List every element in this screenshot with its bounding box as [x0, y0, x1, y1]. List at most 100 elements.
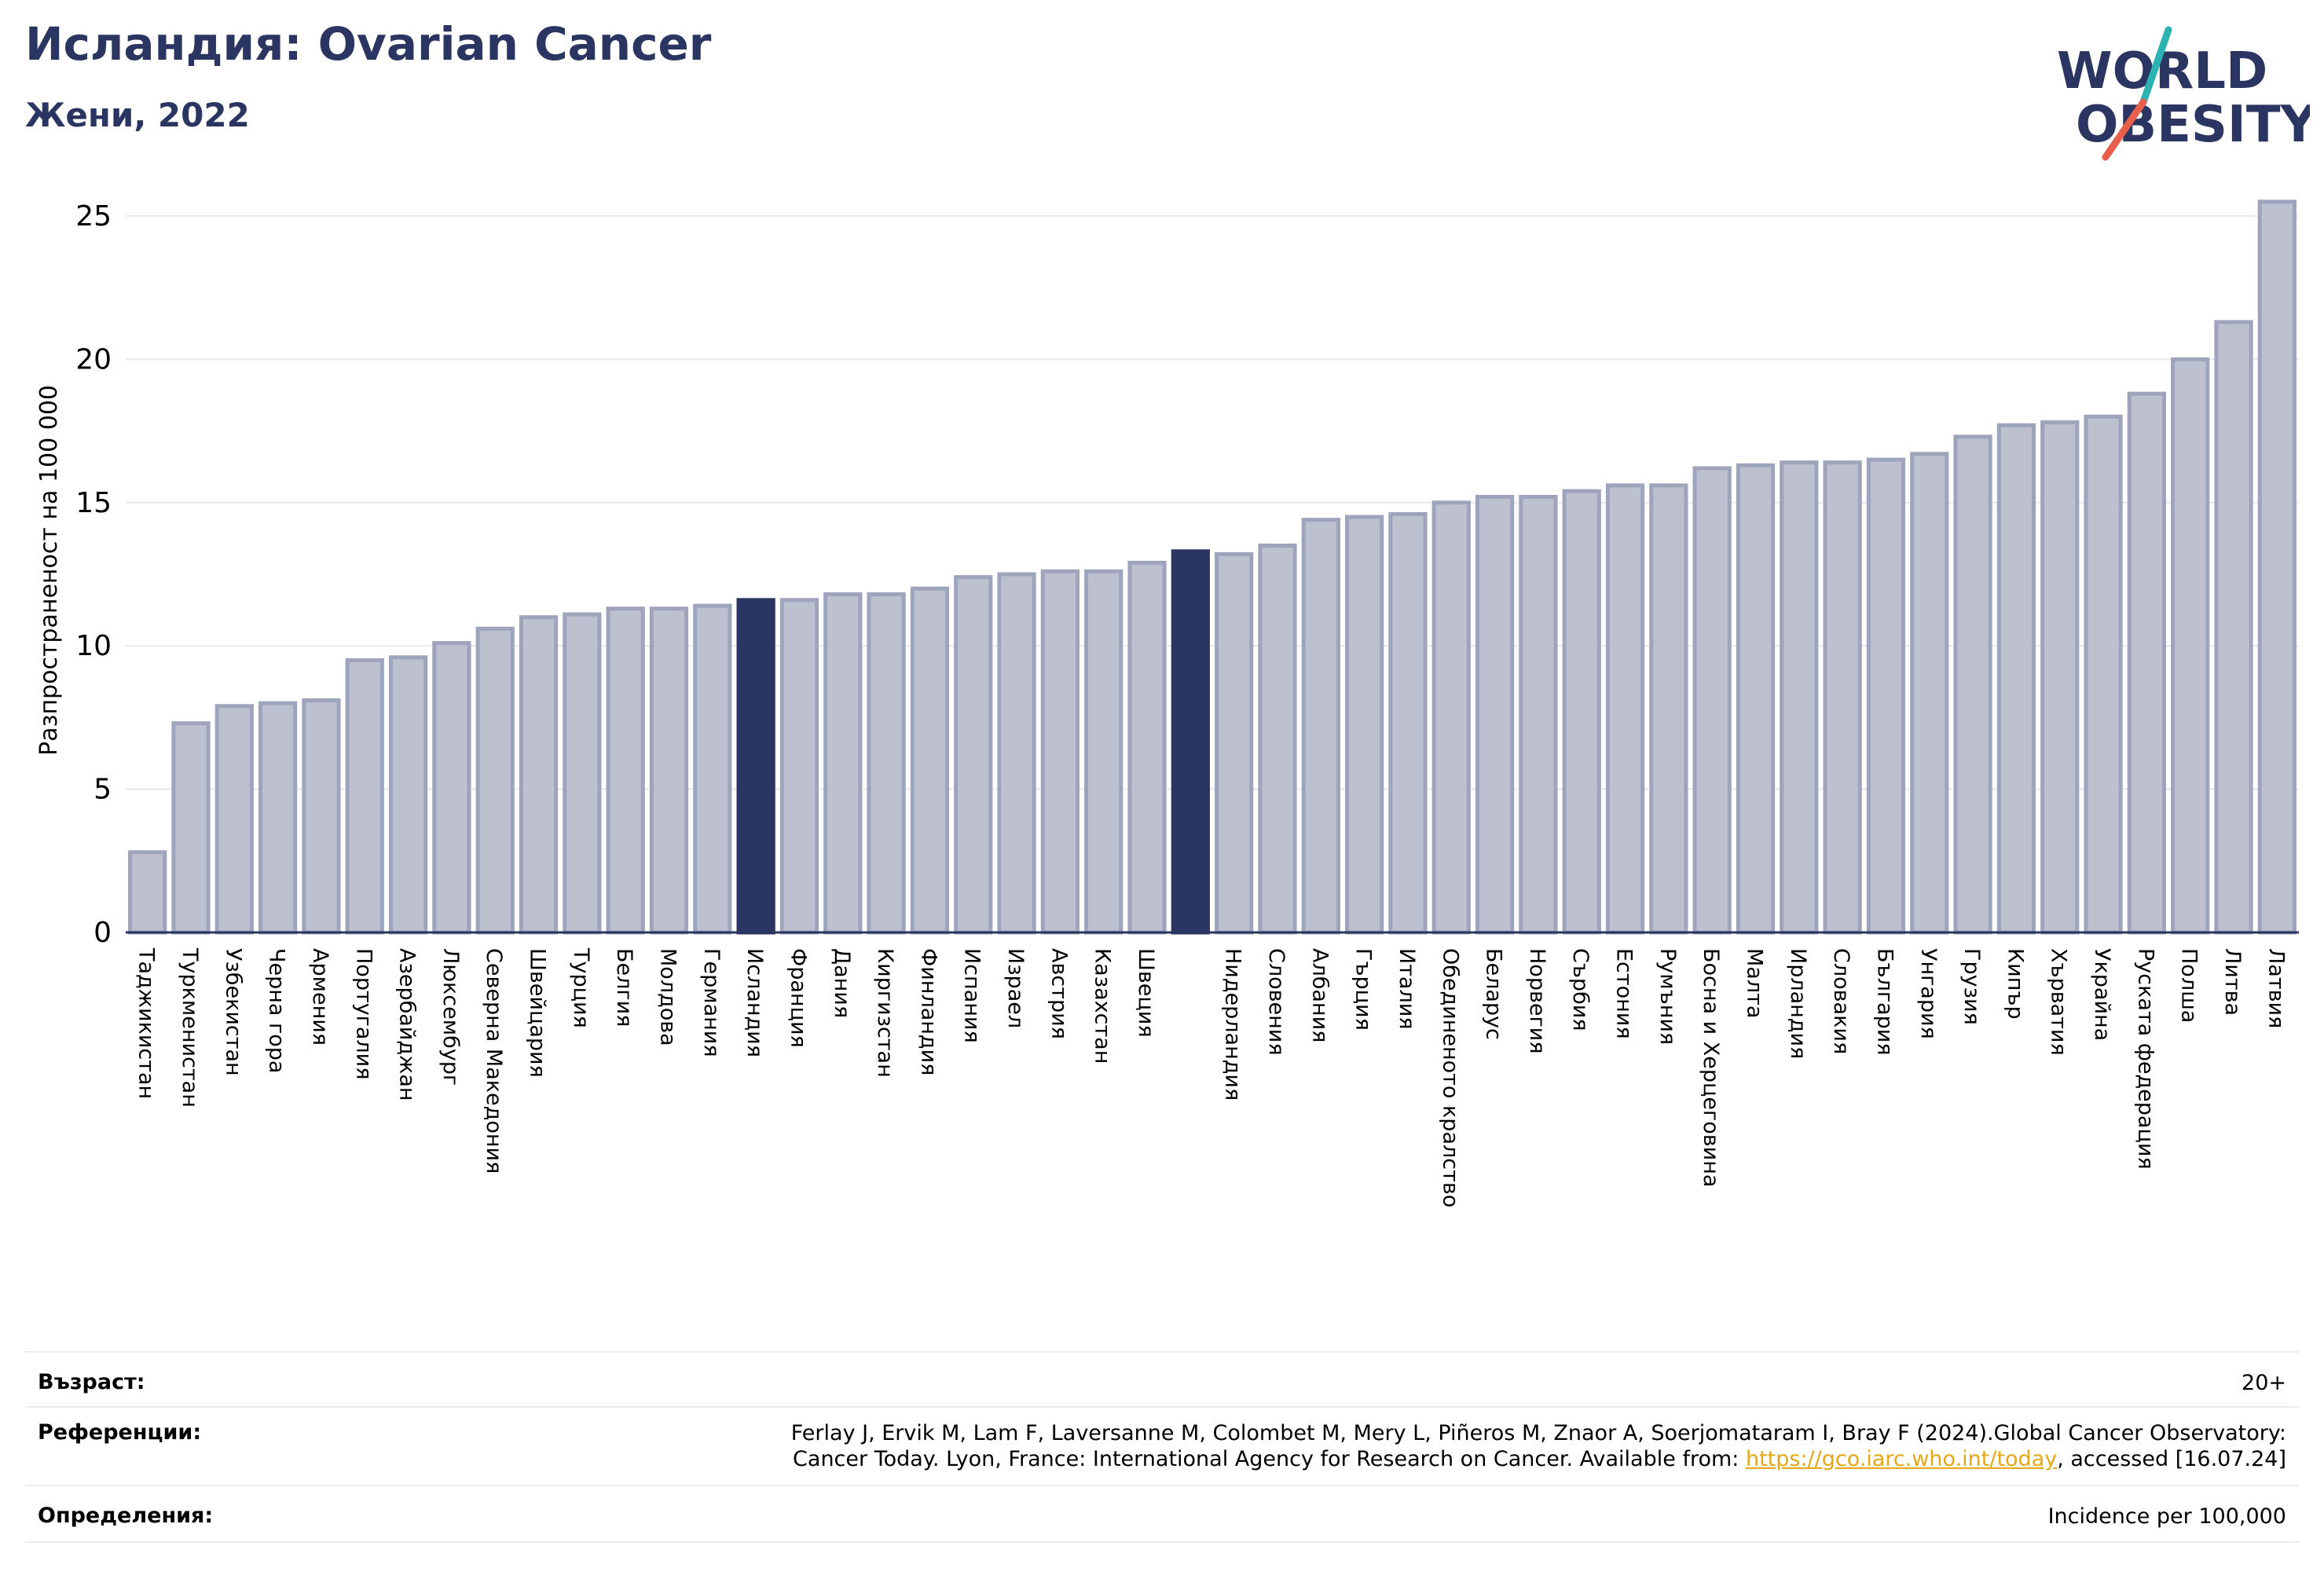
x-tick-label: Украйна [2090, 948, 2114, 1041]
bar [258, 701, 298, 935]
x-tick-label: Хърватия [2047, 948, 2071, 1056]
bar [432, 641, 471, 935]
bar [1953, 434, 1992, 935]
bar [214, 704, 254, 935]
bar [345, 657, 384, 935]
bar [563, 612, 602, 935]
x-tick-label: Гърция [1351, 948, 1376, 1031]
x-tick-label: Казахстан [1091, 948, 1115, 1064]
x-tick-label: Литва [2220, 948, 2245, 1016]
bar [2040, 420, 2080, 935]
bar [2171, 357, 2210, 935]
bar [1736, 463, 1776, 935]
x-tick-label: Узбекистан [221, 948, 245, 1076]
bar [519, 615, 559, 935]
bar [1910, 452, 1949, 935]
bar [1519, 495, 1558, 935]
y-tick-label: 20 [75, 343, 112, 375]
x-tick-label: Ирландия [1786, 948, 1810, 1059]
info-row-references: Референции: Ferlay J, Ervik M, Lam F, La… [25, 1406, 2299, 1486]
bar [1388, 511, 1428, 935]
bar [954, 575, 993, 935]
x-tick-label: Дания [830, 948, 854, 1018]
page-title: Исландия: Ovarian Cancer [25, 17, 712, 71]
x-tick-label: Полша [2177, 948, 2201, 1023]
bar-chart: 0 5 10 15 20 25 Разпространеност на 100 000 Тад… [35, 200, 2299, 1207]
x-tick-label: Франция [786, 948, 810, 1048]
x-tick-label: Словакия [1829, 948, 1853, 1054]
bar [606, 606, 645, 935]
y-tick-label: 0 [93, 917, 112, 949]
x-tick-label: Исландия [742, 948, 767, 1057]
x-tick-label: Унгария [1916, 948, 1941, 1039]
x-tick-label: Обединеното кралство [1438, 948, 1462, 1207]
bar [1692, 466, 1732, 935]
bar [302, 698, 341, 935]
x-tick-label: Грузия [1959, 948, 1984, 1025]
bar [2127, 391, 2167, 935]
bar [1562, 489, 1601, 935]
y-tick-label: 15 [75, 487, 112, 519]
bar [171, 721, 211, 935]
x-tick-label: Румъния [1655, 948, 1680, 1045]
bar [1301, 518, 1340, 935]
bar [388, 655, 428, 935]
x-tick-label: Белгия [612, 948, 636, 1027]
x-tick-label: Таджикистан [134, 947, 159, 1099]
bar [1215, 551, 1254, 935]
x-tick-label: Португалия [351, 948, 376, 1079]
reference-line-2-start: Cancer Today. Lyon, France: Internationa… [793, 1447, 1746, 1471]
x-tick-label: Армения [308, 948, 332, 1046]
x-tick-label: Северна Македония [482, 948, 506, 1174]
x-tick-label: Азербайджан [395, 948, 420, 1101]
x-tick-label: Сърбия [1568, 948, 1593, 1031]
x-tick-label: Австрия [1047, 948, 1071, 1039]
x-tick-label: Албания [1307, 948, 1332, 1042]
x-tick-label: Италия [1395, 948, 1419, 1030]
definitions-label: Определения: [38, 1504, 214, 1528]
bar [2214, 320, 2253, 935]
bar [1605, 483, 1645, 935]
x-tick-label: Кипър [2003, 948, 2027, 1020]
bar [1344, 515, 1384, 935]
reference-link[interactable]: https://gco.iarc.who.int/today [1745, 1447, 2058, 1471]
bar [1866, 457, 1906, 935]
x-tick-label: Латвия [2264, 948, 2288, 1028]
bar [693, 603, 732, 935]
bar [867, 592, 906, 935]
y-tick-label: 25 [75, 200, 112, 233]
x-tick-label: Босна и Херцеговина [1699, 948, 1723, 1187]
references-label: Референции: [38, 1420, 202, 1445]
y-tick-label: 5 [93, 774, 112, 806]
bar [910, 586, 950, 935]
bar [1040, 569, 1080, 935]
age-label: Възраст: [38, 1370, 145, 1394]
bar [1171, 549, 1210, 935]
x-tick-label: Руската федерация [2133, 948, 2157, 1170]
bar [1431, 500, 1471, 935]
reference-line-2-end: , accessed [16.07.24] [2057, 1447, 2286, 1471]
bar [1823, 460, 1862, 935]
bar [1127, 560, 1167, 935]
info-table: Възраст: 20+ Референции: Ferlay J, Ervik… [25, 1351, 2299, 1548]
bar [1996, 423, 2036, 935]
x-tick-label: Туркменистан [178, 947, 202, 1108]
x-tick-label: Норвегия [1525, 948, 1549, 1053]
x-tick-label: Естония [1612, 948, 1637, 1039]
bar [1084, 569, 1124, 935]
bar [649, 606, 689, 935]
x-tick-label: Финландия [916, 948, 940, 1075]
bar [1475, 495, 1515, 935]
logo-slash-teal [2139, 26, 2172, 106]
bar [128, 850, 167, 935]
y-axis-label: Разпространеност на 100 000 [35, 385, 63, 756]
x-tick-label: Молдова [656, 948, 680, 1046]
bar [1258, 544, 1297, 935]
x-tick-label: Беларус [1482, 948, 1506, 1040]
x-tick-label: Швейцария [526, 948, 550, 1078]
bar [2084, 414, 2123, 935]
info-row-definitions: Определения: Incidence per 100,000 [25, 1485, 2299, 1543]
x-tick-label: Израел [1003, 948, 1028, 1028]
x-tick-label: Словения [1264, 948, 1288, 1056]
bar [1649, 483, 1688, 935]
